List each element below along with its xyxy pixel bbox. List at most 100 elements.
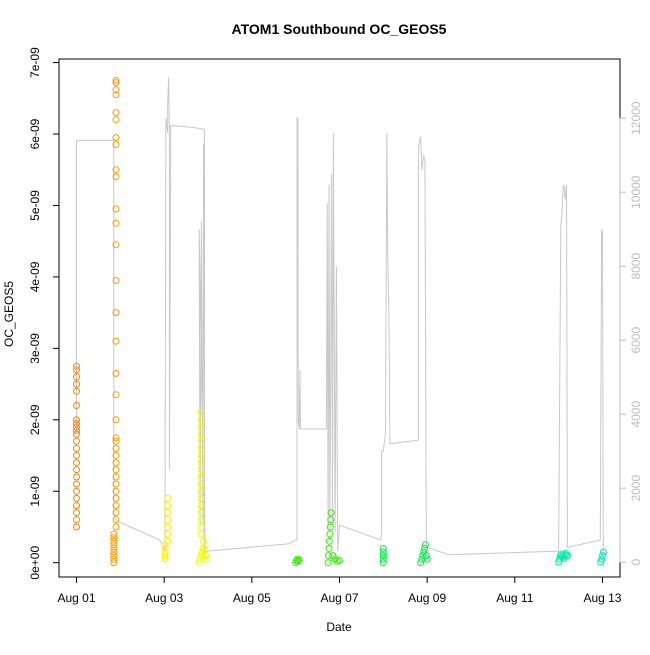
data-point — [197, 452, 205, 459]
data-point — [197, 480, 205, 488]
y2-tick-label: 0 — [629, 559, 643, 566]
y-tick-label: 1e-09 — [28, 476, 42, 507]
y2-tick-label: 12000 — [629, 101, 643, 135]
data-point — [197, 430, 205, 438]
data-point — [112, 391, 120, 399]
data-point — [197, 509, 205, 517]
y-axis-left: 0e+00 1e-09 2e-09 3e-09 4e-09 5e-09 6e-09 7e-09 — [28, 47, 60, 580]
data-point — [73, 373, 80, 381]
data-point — [197, 437, 205, 445]
data-point — [112, 509, 120, 517]
data-point — [112, 480, 120, 488]
data-point — [197, 502, 205, 510]
data-point — [112, 141, 120, 149]
data-point — [112, 91, 120, 99]
y2-tick-label: 4000 — [629, 401, 643, 428]
data-point — [73, 509, 80, 517]
data-point — [324, 559, 332, 567]
y2-tick-label: 6000 — [629, 327, 643, 354]
data-point — [112, 487, 120, 495]
data-point — [563, 552, 571, 560]
data-point — [597, 558, 605, 566]
data-point — [112, 241, 120, 249]
data-point — [73, 466, 80, 474]
y2-tick-label: 10000 — [629, 175, 643, 209]
x-tick-label: Aug 13 — [583, 591, 621, 605]
data-point — [164, 530, 172, 538]
data-point — [329, 552, 337, 560]
data-point — [562, 549, 570, 557]
data-point — [112, 459, 120, 467]
data-point — [112, 277, 120, 284]
data-point — [201, 544, 208, 552]
data-point — [110, 544, 118, 552]
data-point — [161, 548, 169, 556]
data-point — [197, 523, 205, 531]
data-point — [112, 523, 120, 531]
data-point — [563, 552, 570, 560]
data-point — [112, 502, 120, 510]
data-point — [325, 537, 333, 545]
data-point — [379, 544, 387, 552]
data-point — [599, 552, 606, 560]
data-point — [599, 548, 607, 556]
data-point — [295, 556, 303, 564]
data-point — [73, 402, 80, 409]
data-point — [73, 516, 80, 524]
data-point — [73, 480, 80, 488]
data-point — [112, 219, 120, 227]
y-axis-label: OC_GEOS5 — [2, 281, 16, 347]
data-point — [73, 459, 80, 467]
x-tick-label: Aug 05 — [233, 591, 271, 605]
data-point — [73, 487, 80, 495]
series-0 — [73, 362, 80, 531]
y-tick-label: 4e-09 — [28, 261, 42, 292]
y-tick-label: 2e-09 — [28, 404, 42, 435]
data-point — [73, 523, 80, 531]
data-point — [112, 452, 120, 459]
plot-frame — [58, 58, 621, 578]
data-point — [419, 552, 427, 560]
data-point — [197, 552, 205, 560]
data-point — [423, 555, 431, 563]
data-point — [555, 558, 563, 566]
data-point — [110, 559, 118, 567]
x-tick-label: Aug 07 — [320, 591, 358, 605]
altitude-trace-layer — [76, 77, 604, 556]
data-point — [73, 452, 80, 459]
data-point — [161, 544, 169, 552]
y2-tick-label: 2000 — [629, 475, 643, 502]
data-point — [112, 86, 120, 94]
series-2 — [161, 494, 172, 563]
series-4 — [292, 509, 343, 567]
x-tick-label: Aug 09 — [408, 591, 446, 605]
data-point — [331, 555, 339, 563]
series-5 — [379, 541, 431, 567]
x-tick-label: Aug 11 — [496, 591, 533, 605]
data-point — [422, 552, 430, 560]
data-point — [201, 552, 209, 560]
data-point — [112, 416, 120, 424]
data-point — [110, 548, 118, 556]
data-point — [73, 366, 80, 374]
data-point — [73, 423, 80, 431]
data-point — [73, 473, 80, 481]
data-point — [164, 537, 172, 545]
y-tick-label: 5e-09 — [28, 190, 42, 221]
data-point — [110, 530, 118, 538]
data-point — [161, 552, 169, 560]
y-tick-label: 0e+00 — [28, 546, 42, 580]
data-point — [112, 116, 120, 124]
data-point — [110, 552, 118, 560]
data-point — [197, 487, 205, 495]
data-point — [112, 173, 120, 181]
data-point — [336, 557, 343, 565]
data-point — [112, 473, 120, 481]
x-tick-label: Aug 03 — [145, 591, 183, 605]
data-point — [195, 559, 203, 567]
data-point — [112, 337, 120, 345]
data-point — [73, 430, 80, 438]
series-6 — [555, 548, 607, 566]
data-point — [73, 427, 80, 434]
data-point — [73, 444, 80, 452]
